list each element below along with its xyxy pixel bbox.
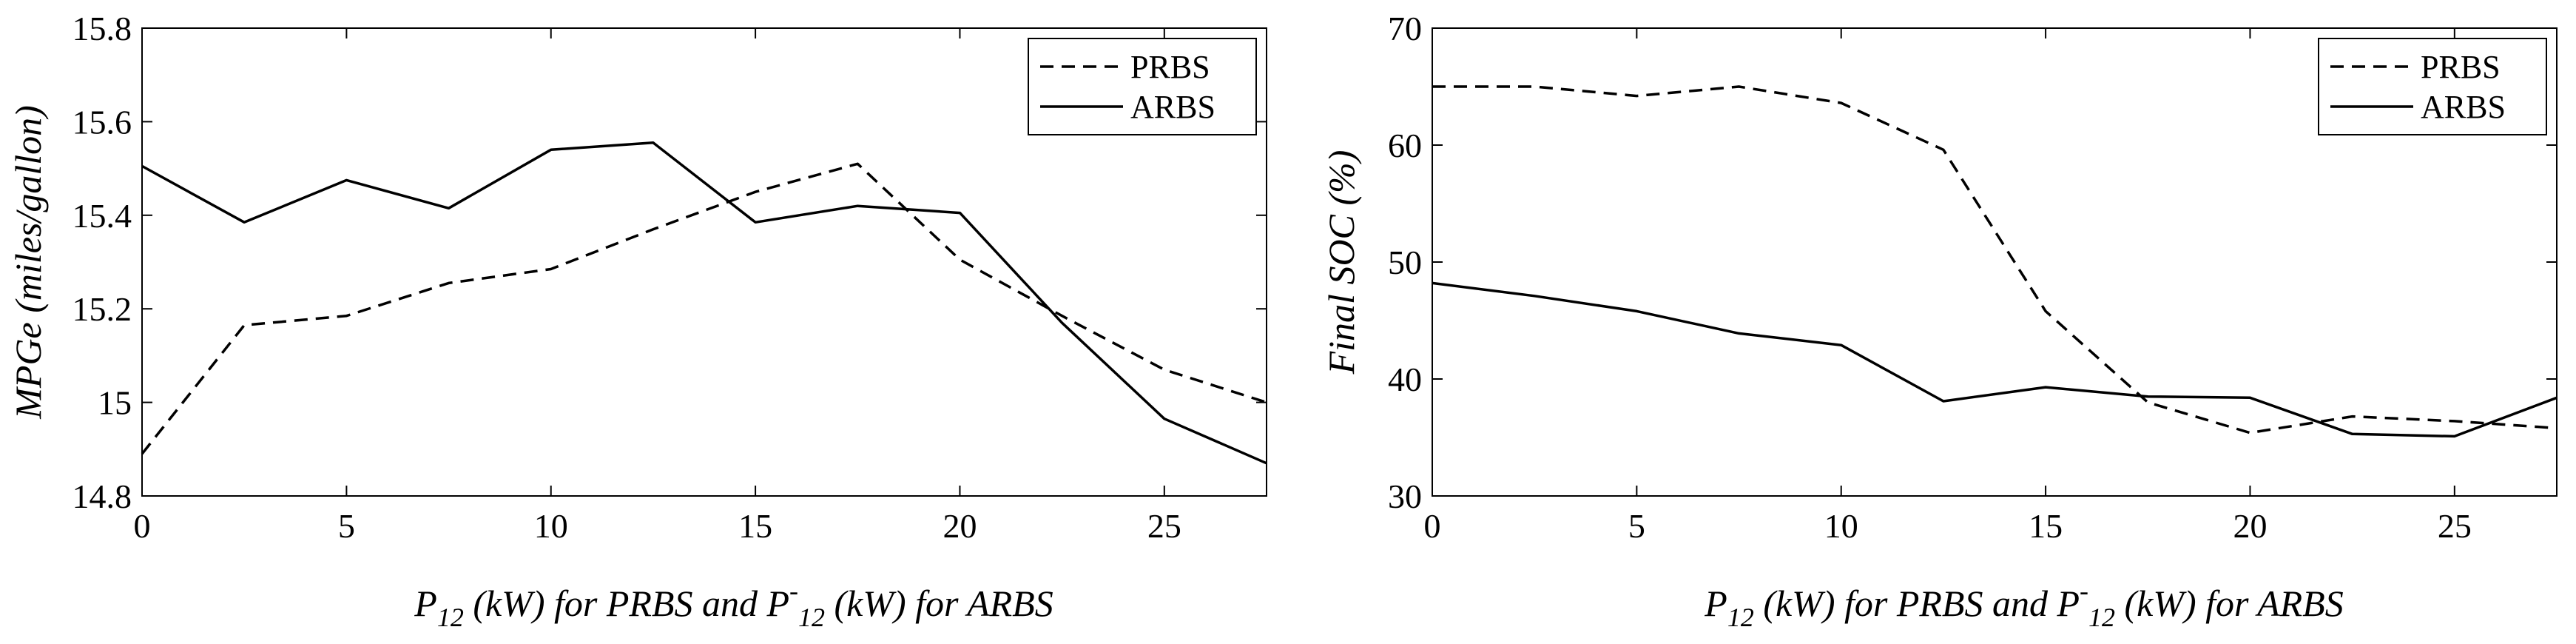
x-axis-label-part: P [414,583,437,624]
x-tick-label: 0 [134,507,151,545]
y-tick-label: 30 [1388,477,1422,515]
x-tick-label: 25 [2438,507,2472,545]
chart-panel-1: 0 5 10 15 20 25 14.8 15 15.2 15.4 15.6 15.8 PRBS ARBS… [7,10,1267,632]
x-tick-label: 10 [534,507,568,545]
x-axis-label-part: 12 [798,603,825,632]
y-tick-label: 15.8 [73,10,132,47]
x-axis-label-part: (kW) for PRBS and P [464,583,789,624]
x-tick-label: 0 [1424,507,1441,545]
legend-label-arbs: ARBS [2421,89,2506,125]
y-tick-label: 15.2 [73,290,132,328]
x-tick-label: 20 [2233,507,2267,545]
legend-box [1028,38,1257,135]
plot-frame [141,27,1267,497]
series-line-prbs [1432,85,2558,435]
x-axis-label-part: (kW) for PRBS and P [1754,583,2080,624]
series-line-prbs [141,162,1267,455]
x-axis-label-part: (kW) for ARBS [825,583,1053,624]
x-axis-label-part: P [1704,583,1727,624]
series-line-arbs [141,141,1267,465]
x-tick-label: 15 [2029,507,2063,545]
x-axis-label: P12 (kW) for PRBS and P-12 (kW) for ARBS [1704,576,2343,632]
chart-panel-2: 0 5 10 15 20 25 30 40 50 60 70 PRBS ARBS Final SOC (%… [1321,10,2558,632]
x-axis-label-part: 12 [437,603,464,632]
legend-box [2318,38,2547,135]
y-tick-label: 50 [1388,244,1422,281]
y-tick-label: 14.8 [73,477,132,515]
legend: PRBS ARBS [2318,38,2547,135]
y-tick-label: 60 [1388,127,1422,164]
x-tick-label: 5 [338,507,355,545]
x-tick-label: 20 [943,507,977,545]
legend-label-prbs: PRBS [1130,49,1210,85]
y-tick-label: 40 [1388,360,1422,398]
legend-label-arbs: ARBS [1130,89,1215,125]
x-tick-label: 25 [1147,507,1181,545]
x-axis-label: P12 (kW) for PRBS and P-12 (kW) for ARBS [414,576,1053,632]
x-axis-label-part: - [2080,576,2088,606]
series-line-arbs [1432,281,2558,438]
x-axis-label-part: 12 [1727,603,1754,632]
x-tick-label: 15 [738,507,772,545]
x-axis-label-part: (kW) for ARBS [2115,583,2344,624]
x-axis-label-part: - [789,576,798,606]
y-tick-label: 15.4 [73,197,132,235]
x-tick-label: 10 [1824,507,1858,545]
x-tick-label: 5 [1628,507,1645,545]
y-tick-label: 15 [98,384,132,422]
legend: PRBS ARBS [1028,38,1257,135]
x-axis-label-part: 12 [2088,603,2115,632]
y-axis-label: MPGe (miles/gallon) [7,105,49,420]
y-tick-label: 70 [1388,10,1422,47]
y-axis-label: Final SOC (%) [1321,150,1362,375]
legend-label-prbs: PRBS [2421,49,2501,85]
y-tick-label: 15.6 [73,103,132,141]
